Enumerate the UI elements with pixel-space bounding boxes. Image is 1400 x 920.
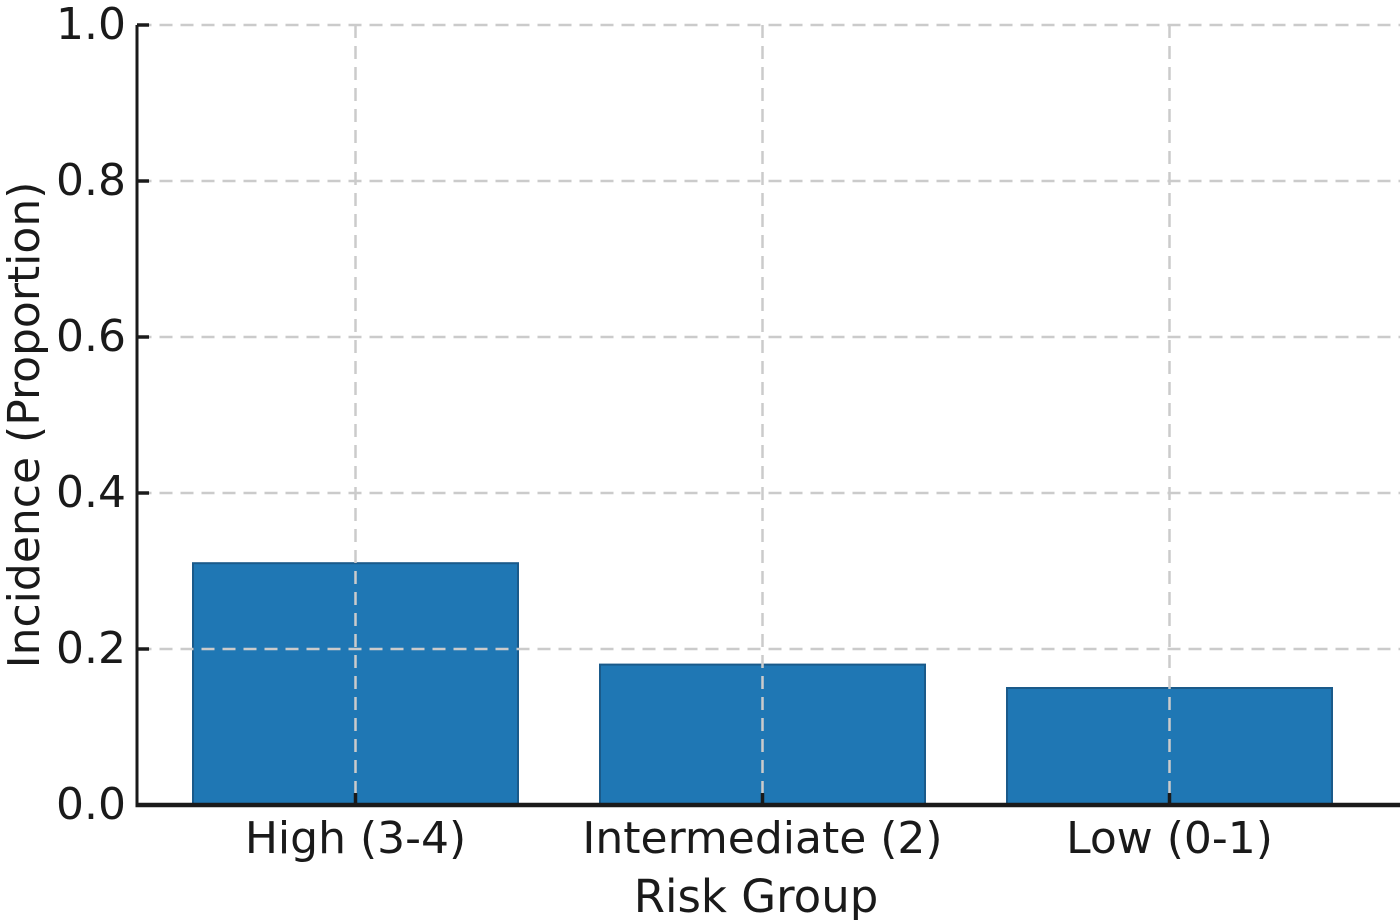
x-tick-label: Low (0-1) (1066, 813, 1273, 864)
x-tick-label: Intermediate (2) (582, 813, 943, 864)
x-axis-label: Risk Group (633, 870, 879, 920)
y-tick-label: 0.2 (56, 623, 126, 674)
x-tick-label: High (3-4) (244, 813, 467, 864)
y-tick-label: 1.0 (56, 0, 126, 50)
y-tick-label: 0.6 (56, 311, 126, 362)
y-tick-label: 0.8 (56, 155, 126, 206)
y-tick-label: 0.4 (56, 467, 126, 518)
y-tick-label: 0.0 (56, 779, 126, 830)
